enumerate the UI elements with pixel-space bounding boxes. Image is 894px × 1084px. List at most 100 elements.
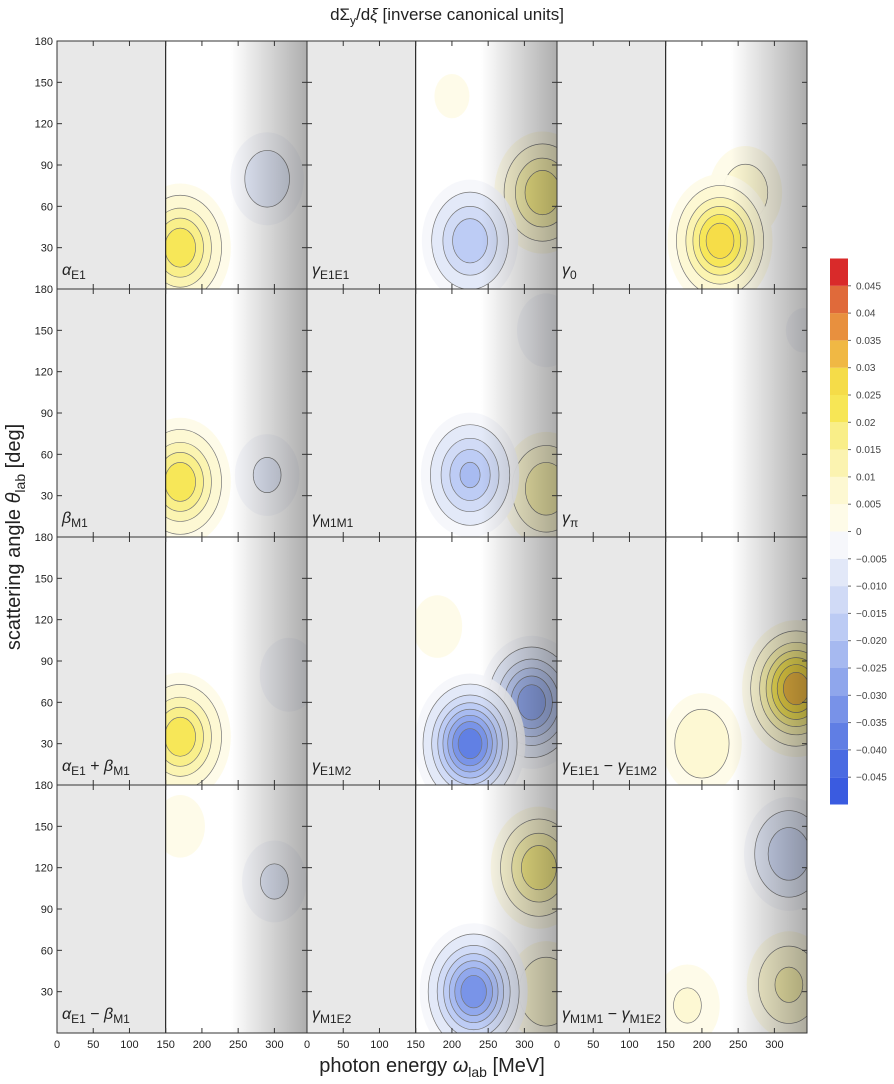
- x-axis-label-part: [MeV]: [487, 1055, 545, 1077]
- panel-label: αE1​ + βM1​: [62, 758, 130, 778]
- x-tick-label: 50: [337, 1039, 349, 1051]
- x-tick-label: 150: [157, 1039, 175, 1051]
- y-tick-label: 180: [35, 532, 53, 544]
- contour-ring: [164, 716, 196, 757]
- shade-fade: [730, 289, 807, 537]
- colorbar-tick-label: 0.01: [856, 472, 876, 483]
- colorbar-segment: [830, 586, 848, 614]
- x-tick-label: 300: [515, 1039, 533, 1051]
- colorbar-segment: [830, 313, 848, 341]
- shade-fade: [480, 41, 557, 289]
- colorbar-tick-label: 0.025: [856, 391, 881, 402]
- shade-fade: [230, 537, 307, 785]
- panel-label-part: α: [62, 1006, 72, 1023]
- y-tick-label: 150: [35, 325, 53, 337]
- panel-label: γM1E2​: [312, 1006, 352, 1026]
- x-tick-label: 0: [554, 1039, 560, 1051]
- x-tick-label: 250: [229, 1039, 247, 1051]
- x-tick-label: 250: [479, 1039, 497, 1051]
- y-tick-label: 90: [41, 656, 53, 668]
- panel-label-part: γ: [622, 1006, 631, 1023]
- colorbar-tick-label: 0.005: [856, 500, 881, 511]
- x-tick-label: 150: [657, 1039, 675, 1051]
- colorbar-tick-label: −0.020: [856, 636, 887, 647]
- x-tick-label: 200: [693, 1039, 711, 1051]
- panel: [307, 41, 557, 289]
- panel: [307, 537, 557, 785]
- colorbar-tick-label: −0.010: [856, 582, 887, 593]
- panel: [57, 289, 307, 537]
- y-tick-label: 150: [35, 77, 53, 89]
- colorbar-segment: [830, 613, 848, 641]
- chart-title-sub: y: [350, 13, 356, 27]
- shade-fade: [730, 41, 807, 289]
- panel-label-part: −: [603, 1006, 621, 1023]
- shade-low: [557, 41, 666, 289]
- shade-low: [307, 289, 416, 537]
- colorbar-segment: [830, 476, 848, 505]
- x-tick-label: 50: [87, 1039, 99, 1051]
- shade-low: [557, 537, 666, 785]
- shade-low: [557, 785, 666, 1033]
- y-axis-label-part: [deg]: [3, 424, 25, 474]
- y-tick-label: 180: [35, 284, 53, 296]
- x-tick-label: 200: [193, 1039, 211, 1051]
- panel-label-sub: E1E1: [320, 268, 350, 282]
- x-axis-label: photon energy ωlab​ [MeV]: [319, 1055, 545, 1080]
- x-axis-label-part: ω: [453, 1055, 469, 1077]
- colorbar-segment: [830, 558, 848, 587]
- panel-label-part: α: [62, 758, 72, 775]
- colorbar-segment: [830, 367, 848, 395]
- y-tick-label: 60: [41, 697, 53, 709]
- panel-label-sub: M1M1: [320, 516, 354, 530]
- panel-label-part: α: [62, 262, 72, 279]
- shade-fade: [480, 785, 557, 1033]
- panel-label: γM1M1​ − γM1E2​: [562, 1006, 661, 1026]
- panel-label-part: β: [61, 510, 71, 527]
- panel: [557, 41, 807, 289]
- shade-low: [307, 41, 416, 289]
- panel-label-part: γ: [312, 1006, 321, 1023]
- panel-label: γM1M1​: [312, 510, 354, 530]
- panel-label-part: −: [599, 758, 617, 775]
- panel-label: γE1E1​: [312, 262, 350, 282]
- x-tick-label: 0: [54, 1039, 60, 1051]
- y-tick-label: 180: [35, 780, 53, 792]
- x-axis-label-part: photon energy: [319, 1055, 452, 1077]
- y-tick-label: 150: [35, 821, 53, 833]
- colorbar-tick-label: −0.015: [856, 609, 887, 620]
- panel: [557, 289, 807, 537]
- chart-title-part: dΣ: [330, 5, 350, 24]
- colorbar-segment: [830, 422, 848, 450]
- shade-fade: [230, 785, 307, 1033]
- colorbar-tick-label: 0: [856, 527, 862, 538]
- colorbar-tick-label: 0.015: [856, 445, 881, 456]
- panel-label-sub: M1: [113, 764, 130, 778]
- panel-label: αE1​: [62, 262, 86, 282]
- shade-fade: [480, 289, 557, 537]
- shade-low: [307, 785, 416, 1033]
- y-tick-label: 90: [41, 160, 53, 172]
- panel-label-sub: E1: [71, 1012, 86, 1026]
- y-tick-label: 180: [35, 36, 53, 48]
- shade-low: [57, 41, 166, 289]
- y-axis-label-sub: lab: [12, 474, 28, 493]
- colorbar-segment: [830, 695, 848, 723]
- colorbar-segment: [830, 749, 848, 778]
- contour-ring: [673, 987, 702, 1024]
- colorbar-segment: [830, 722, 848, 750]
- contour-ring: [155, 794, 205, 858]
- colorbar-tick-label: 0.04: [856, 309, 876, 320]
- y-tick-label: 120: [35, 119, 53, 131]
- colorbar-segment: [830, 504, 848, 532]
- shade-low: [57, 289, 166, 537]
- panel-label-part: γ: [562, 758, 571, 775]
- shade-fade: [730, 537, 807, 785]
- y-tick-label: 30: [41, 491, 53, 503]
- panel-label-sub: π: [570, 516, 578, 530]
- shade-fade: [230, 289, 307, 537]
- contour-ring: [412, 595, 463, 658]
- y-tick-label: 90: [41, 408, 53, 420]
- panel: [57, 41, 307, 289]
